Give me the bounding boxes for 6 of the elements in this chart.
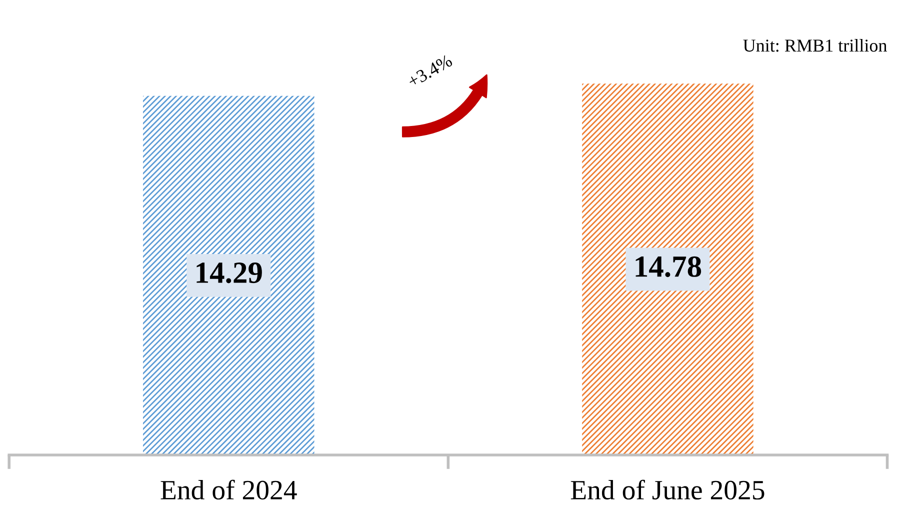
annotation: +3.4% bbox=[406, 54, 454, 88]
data-label: 14.29 bbox=[196, 262, 262, 284]
x-tick-label: End of 2024 bbox=[160, 480, 297, 500]
data-label: 14.78 bbox=[636, 256, 702, 278]
text: Unit: RMB1 trillion bbox=[743, 39, 887, 52]
x-tick-label: End of June 2025 bbox=[570, 480, 764, 500]
